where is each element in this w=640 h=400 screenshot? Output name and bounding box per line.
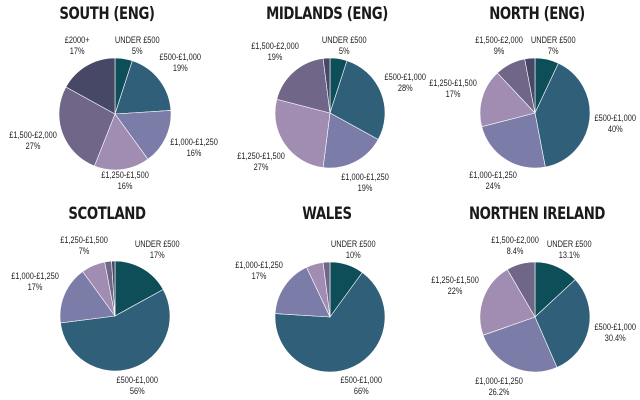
pie-slice xyxy=(322,261,331,318)
pie-slice xyxy=(534,62,591,168)
label-1000-1250: £1,000-£1,250 26.2% xyxy=(475,376,523,397)
pie-slice xyxy=(534,279,591,368)
label-under-500: UNDER £500 5% xyxy=(114,35,160,56)
label-under-500: UNDER £500 13.1% xyxy=(546,239,592,260)
chart-scotland: SCOTLAND UNDER £500 17% £500-£1,000 56% £1… xyxy=(0,200,214,400)
pie-slice xyxy=(322,112,379,169)
pie-wales xyxy=(274,261,386,373)
label-under-500: UNDER £500 7% xyxy=(530,35,576,56)
label-1000-1250: £1,000-£1,250 24% xyxy=(469,170,517,191)
label-1000-1250: £1,000-£1,250 17% xyxy=(11,271,59,292)
pie-slice xyxy=(65,57,116,115)
pie-slice xyxy=(506,261,536,319)
label-1250-1500: £1,250-£1,500 17% xyxy=(429,78,477,99)
label-500-1000: £500-£1,000 30.4% xyxy=(594,322,636,343)
label-1250-1500: £1,250-£1,500 27% xyxy=(237,151,285,172)
pie-slice xyxy=(60,289,171,372)
pie-north xyxy=(479,57,591,169)
chart-wales: WALES UNDER £500 10% £500-£1,000 66% £1,00… xyxy=(220,200,434,400)
chart-midlands: MIDLANDS (ENG) UNDER £500 5% £500-£1,000 2… xyxy=(220,0,434,200)
pie-slice xyxy=(524,57,536,114)
label-1250-1500: £1,250-£1,500 7% xyxy=(60,235,108,256)
label-2000-plus: £2000+ 17% xyxy=(64,35,90,56)
label-1000-1250: £1,000-£1,250 19% xyxy=(341,172,389,193)
label-500-1000: £500-£1,000 28% xyxy=(384,72,426,93)
chart-north: NORTH (ENG) UNDER £500 7% £500-£1,000 40% … xyxy=(429,0,640,200)
pie-slice xyxy=(482,316,558,373)
pie-slice xyxy=(114,110,172,160)
pie-slice xyxy=(479,269,536,336)
pie-slice xyxy=(479,72,536,128)
chart-south: SOUTH (ENG) UNDER £500 5% £500-£1,000 19% … xyxy=(0,0,218,200)
chart-title: MIDLANDS (ENG) xyxy=(266,4,388,24)
label-500-1000: £500-£1,000 19% xyxy=(159,52,201,73)
label-500-1000: £500-£1,000 66% xyxy=(340,375,382,396)
pie-slice xyxy=(114,60,172,115)
label-500-1000: £500-£1,000 40% xyxy=(594,113,636,134)
chart-title: SOUTH (ENG) xyxy=(59,4,155,24)
label-1500-2000: £1,500-£2,000 19% xyxy=(251,41,299,62)
pie-slice xyxy=(274,266,331,318)
label-1250-1500: £1,250-£1,500 16% xyxy=(101,170,149,191)
pie-midlands xyxy=(274,57,386,169)
pie-slice xyxy=(329,60,386,140)
label-1250-1500: £1,250-£1,500 22% xyxy=(431,275,479,296)
label-1000-1250: £1,000-£1,250 17% xyxy=(235,260,283,281)
label-under-500: UNDER £500 5% xyxy=(321,35,367,56)
chart-title: NORTH (ENG) xyxy=(489,4,585,24)
pie-slice xyxy=(481,112,546,169)
label-1500-2000: £1,500-£2,000 27% xyxy=(9,130,57,151)
pie-slice xyxy=(59,271,116,324)
chart-title: SCOTLAND xyxy=(68,204,146,224)
label-1000-1250: £1,000-£1,250 16% xyxy=(170,137,218,158)
label-under-500: UNDER £500 10% xyxy=(330,239,376,260)
label-1500-2000: £1,500-£2,000 8.4% xyxy=(491,235,539,256)
pie-slice xyxy=(111,260,116,317)
label-1500-2000: £1,500-£2,000 9% xyxy=(475,35,523,56)
pie-slice xyxy=(58,86,116,167)
pie-slice xyxy=(274,272,386,373)
pie-slice xyxy=(276,58,331,114)
pie-northern-ireland xyxy=(479,261,591,373)
label-under-500: UNDER £500 17% xyxy=(134,239,180,260)
chart-northern-ireland: NORTHEN IRELAND UNDER £500 13.1% £500-£1,… xyxy=(430,200,640,400)
pie-scotland xyxy=(59,260,171,372)
pie-slice xyxy=(274,98,331,168)
pie-slice xyxy=(93,113,149,171)
pie-slice xyxy=(114,260,164,317)
label-500-1000: £500-£1,000 56% xyxy=(116,375,158,396)
chart-title: NORTHEN IRELAND xyxy=(468,204,606,224)
pie-south xyxy=(58,57,172,171)
chart-title: WALES xyxy=(302,204,352,224)
pie-slice xyxy=(322,57,331,114)
